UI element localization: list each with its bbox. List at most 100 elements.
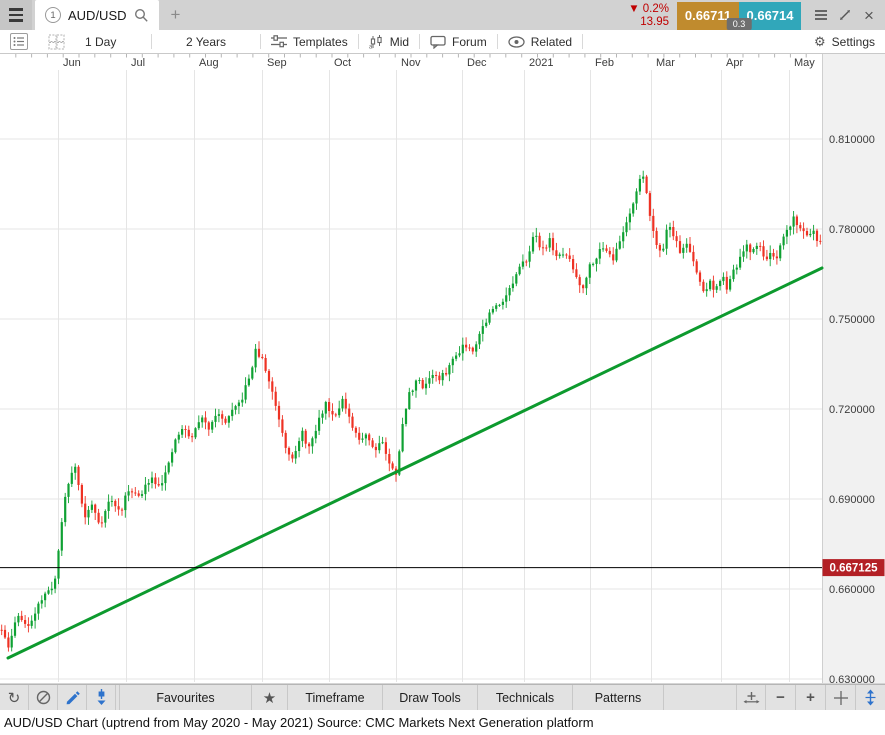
fit-horizontal-icon bbox=[743, 691, 759, 703]
templates-button[interactable]: Templates bbox=[261, 30, 358, 53]
tab-symbol-label: AUD/USD bbox=[68, 7, 127, 23]
price-axis-gutter[interactable] bbox=[822, 54, 885, 684]
price-tick-label: 0.690000 bbox=[829, 494, 875, 506]
timeframe-button[interactable]: Timeframe bbox=[288, 685, 383, 710]
mid-price-button[interactable]: a Mid bbox=[359, 30, 419, 53]
fit-horizontal-button[interactable] bbox=[736, 685, 766, 710]
spread-badge: 0.3 bbox=[726, 17, 752, 30]
pencil-icon bbox=[66, 690, 80, 704]
draw-tools-button[interactable]: Draw Tools bbox=[383, 685, 478, 710]
candle-arrow-icon bbox=[97, 689, 105, 705]
current-price-label-box bbox=[822, 559, 885, 577]
chart-caption: AUD/USD Chart (uptrend from May 2020 - M… bbox=[4, 714, 594, 730]
chart-toolbar: 1 Day 2 Years Templates a Mid Forum bbox=[0, 30, 885, 54]
related-button[interactable]: Related bbox=[498, 30, 582, 53]
reload-chart-button[interactable]: ↻ bbox=[0, 685, 29, 710]
fit-vertical-button[interactable] bbox=[856, 685, 885, 710]
sliders-icon bbox=[271, 35, 287, 48]
chart-area: 0.810000 0.780000 0.750000 0.720000 0.690000… bbox=[0, 54, 885, 686]
forum-label: Forum bbox=[452, 34, 487, 49]
speech-bubble-icon bbox=[430, 35, 446, 49]
expand-button[interactable] bbox=[833, 3, 857, 27]
related-label: Related bbox=[530, 34, 573, 49]
hide-drawings-button[interactable] bbox=[29, 685, 58, 710]
eye-icon bbox=[508, 35, 525, 48]
search-icon[interactable] bbox=[134, 8, 149, 23]
sell-price-button[interactable]: 0.66711 bbox=[677, 1, 739, 30]
month-label: Dec bbox=[467, 57, 487, 69]
caption-bar: AUD/USD Chart (uptrend from May 2020 - M… bbox=[0, 710, 885, 734]
quote-cluster: ▼ 0.2% 13.95 0.66711 0.66714 0.3 bbox=[628, 0, 885, 30]
period-selector[interactable]: 1 Day bbox=[85, 34, 117, 49]
price-tick-label: 0.810000 bbox=[829, 134, 875, 146]
minus-icon: − bbox=[776, 689, 785, 706]
tab-number-badge: 1 bbox=[45, 7, 61, 23]
watchlist-button[interactable] bbox=[0, 30, 38, 53]
plus-icon: + bbox=[806, 689, 815, 706]
no-entry-icon bbox=[36, 690, 50, 705]
panel-options-button[interactable] bbox=[809, 3, 833, 27]
range-selector[interactable]: 2 Years bbox=[185, 34, 227, 49]
panel-options-icon bbox=[815, 10, 827, 20]
change-percent: 0.2% bbox=[642, 2, 669, 15]
technicals-button[interactable]: Technicals bbox=[478, 685, 573, 710]
list-icon bbox=[10, 33, 28, 50]
favourite-star-button[interactable]: ★ bbox=[252, 685, 288, 710]
fit-vertical-icon bbox=[865, 689, 876, 706]
down-triangle-icon: ▼ bbox=[628, 2, 640, 15]
top-tab-bar: 1 AUD/USD + ▼ 0.2% 13.95 0.66711 0.66714… bbox=[0, 0, 885, 30]
month-label: Apr bbox=[726, 57, 743, 69]
mid-label: Mid bbox=[389, 34, 410, 49]
forum-button[interactable]: Forum bbox=[420, 30, 497, 53]
settings-label: Settings bbox=[831, 34, 875, 49]
zoom-in-button[interactable]: + bbox=[796, 685, 826, 710]
reload-icon: ↻ bbox=[7, 689, 21, 707]
chart-tab-audusd[interactable]: 1 AUD/USD bbox=[35, 0, 159, 30]
current-price-label: 0.667125 bbox=[830, 563, 879, 575]
svg-text:a: a bbox=[369, 44, 373, 49]
month-label: Aug bbox=[199, 57, 219, 69]
month-label: 2021 bbox=[529, 57, 553, 69]
window-controls: × bbox=[809, 3, 881, 27]
month-label: Sep bbox=[267, 57, 287, 69]
price-tick-label: 0.630000 bbox=[829, 674, 875, 684]
candlestick-icon: a bbox=[369, 34, 382, 49]
price-tick-label: 0.660000 bbox=[829, 584, 875, 596]
candlestick-chart[interactable]: 0.810000 0.780000 0.750000 0.720000 0.690000… bbox=[0, 54, 885, 686]
crosshair-icon bbox=[833, 690, 848, 705]
main-menu-button[interactable] bbox=[0, 0, 32, 30]
layout-grid-button[interactable] bbox=[38, 30, 75, 53]
month-label: Jul bbox=[131, 57, 145, 69]
star-icon: ★ bbox=[262, 689, 277, 707]
close-button[interactable]: × bbox=[857, 3, 881, 27]
price-change-block: ▼ 0.2% 13.95 bbox=[628, 3, 669, 29]
month-label: Nov bbox=[401, 57, 421, 69]
trend-line[interactable] bbox=[6, 266, 824, 660]
month-label: Jun bbox=[63, 57, 81, 69]
gear-icon: ⚙ bbox=[813, 33, 826, 49]
candles bbox=[0, 170, 822, 652]
month-label: Feb bbox=[595, 57, 614, 69]
patterns-button[interactable]: Patterns bbox=[573, 685, 664, 710]
bottom-toolbar: ↻ Favourites ★ Timeframe Draw Tools Tech… bbox=[0, 684, 885, 710]
grid-icon bbox=[48, 34, 65, 49]
price-tick-label: 0.780000 bbox=[829, 224, 875, 236]
month-label: Oct bbox=[334, 57, 351, 69]
quick-draw-button[interactable] bbox=[58, 685, 87, 710]
price-tick-label: 0.750000 bbox=[829, 314, 875, 326]
candle-arrow-button[interactable] bbox=[87, 685, 116, 710]
favourites-button[interactable]: Favourites bbox=[120, 685, 252, 710]
expand-icon bbox=[840, 10, 850, 20]
hamburger-icon bbox=[9, 8, 23, 11]
price-tick-label: 0.720000 bbox=[829, 404, 875, 416]
new-tab-button[interactable]: + bbox=[170, 5, 181, 24]
month-label: Mar bbox=[656, 57, 675, 69]
change-points: 13.95 bbox=[640, 15, 669, 28]
close-icon: × bbox=[864, 5, 874, 25]
zoom-out-button[interactable]: − bbox=[766, 685, 796, 710]
crosshair-button[interactable] bbox=[826, 685, 856, 710]
month-label: May bbox=[794, 57, 815, 69]
templates-label: Templates bbox=[293, 34, 348, 49]
settings-button[interactable]: ⚙ Settings bbox=[804, 30, 885, 53]
price-pair: 0.66711 0.66714 0.3 bbox=[677, 1, 801, 30]
